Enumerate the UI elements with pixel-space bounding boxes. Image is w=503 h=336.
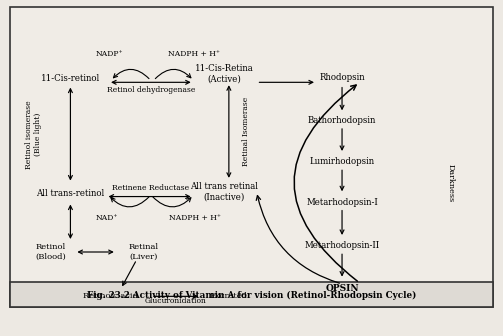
Text: 11-Cis-retinol: 11-Cis-retinol	[41, 75, 100, 83]
Text: Metarhodopsin-II: Metarhodopsin-II	[304, 242, 380, 250]
FancyBboxPatch shape	[10, 7, 493, 307]
Text: Retinol dehydrogenase: Retinol dehydrogenase	[107, 86, 195, 94]
Text: NADPH + H⁺: NADPH + H⁺	[167, 50, 220, 58]
Text: OPSIN: OPSIN	[325, 285, 359, 293]
Text: Excreted: Excreted	[210, 292, 248, 300]
Text: Retinol
(Blood): Retinol (Blood)	[35, 243, 66, 261]
Text: Metarhodopsin-I: Metarhodopsin-I	[306, 198, 378, 207]
Text: Retinal Isomerase: Retinal Isomerase	[242, 97, 250, 166]
Text: All trans retinal
(Inactive): All trans retinal (Inactive)	[190, 182, 258, 202]
Text: All trans-retinol: All trans-retinol	[36, 190, 105, 198]
Text: 11-Cis-Retina
(Active): 11-Cis-Retina (Active)	[195, 64, 253, 84]
Text: Bathorhodopsin: Bathorhodopsin	[308, 117, 376, 125]
Text: Retinoic acid: Retinoic acid	[83, 292, 138, 300]
Text: Retinene Reductase: Retinene Reductase	[112, 184, 190, 192]
Text: NAD⁺: NAD⁺	[96, 214, 118, 222]
Text: Glucuronidation: Glucuronidation	[145, 297, 207, 305]
FancyBboxPatch shape	[10, 282, 493, 307]
Text: NADP⁺: NADP⁺	[96, 50, 123, 58]
Text: Fig. 23.2 Activity of Vitamin A for vision (Retinol-Rhodopsin Cycle): Fig. 23.2 Activity of Vitamin A for visi…	[87, 290, 416, 300]
Text: Rhodopsin: Rhodopsin	[319, 74, 365, 82]
Text: Darkness: Darkness	[446, 164, 454, 202]
Text: Retinol isomerase
(Blue light): Retinol isomerase (Blue light)	[25, 100, 42, 169]
Text: Retinal
(Liver): Retinal (Liver)	[128, 243, 158, 261]
Text: NADPH + H⁺: NADPH + H⁺	[169, 214, 221, 222]
Text: Lumirhodopsin: Lumirhodopsin	[309, 158, 375, 166]
